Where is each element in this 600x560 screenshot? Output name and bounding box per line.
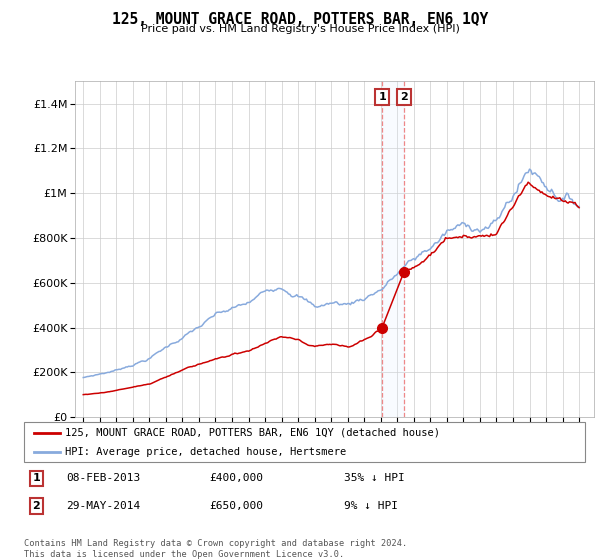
Text: 1: 1	[32, 473, 40, 483]
Text: £400,000: £400,000	[209, 473, 263, 483]
Text: 125, MOUNT GRACE ROAD, POTTERS BAR, EN6 1QY: 125, MOUNT GRACE ROAD, POTTERS BAR, EN6 …	[112, 12, 488, 27]
Text: Price paid vs. HM Land Registry's House Price Index (HPI): Price paid vs. HM Land Registry's House …	[140, 24, 460, 34]
Text: 29-MAY-2014: 29-MAY-2014	[66, 501, 140, 511]
Text: £650,000: £650,000	[209, 501, 263, 511]
Text: 125, MOUNT GRACE ROAD, POTTERS BAR, EN6 1QY (detached house): 125, MOUNT GRACE ROAD, POTTERS BAR, EN6 …	[65, 428, 440, 437]
Text: 2: 2	[32, 501, 40, 511]
Text: HPI: Average price, detached house, Hertsmere: HPI: Average price, detached house, Hert…	[65, 447, 346, 457]
Text: 08-FEB-2013: 08-FEB-2013	[66, 473, 140, 483]
Bar	[382, 81, 404, 417]
Text: Contains HM Land Registry data © Crown copyright and database right 2024.
This d: Contains HM Land Registry data © Crown c…	[24, 539, 407, 559]
Text: 35% ↓ HPI: 35% ↓ HPI	[344, 473, 404, 483]
Text: 9% ↓ HPI: 9% ↓ HPI	[344, 501, 398, 511]
FancyBboxPatch shape	[24, 422, 585, 462]
Text: 1: 1	[378, 92, 386, 102]
Text: 2: 2	[400, 92, 408, 102]
